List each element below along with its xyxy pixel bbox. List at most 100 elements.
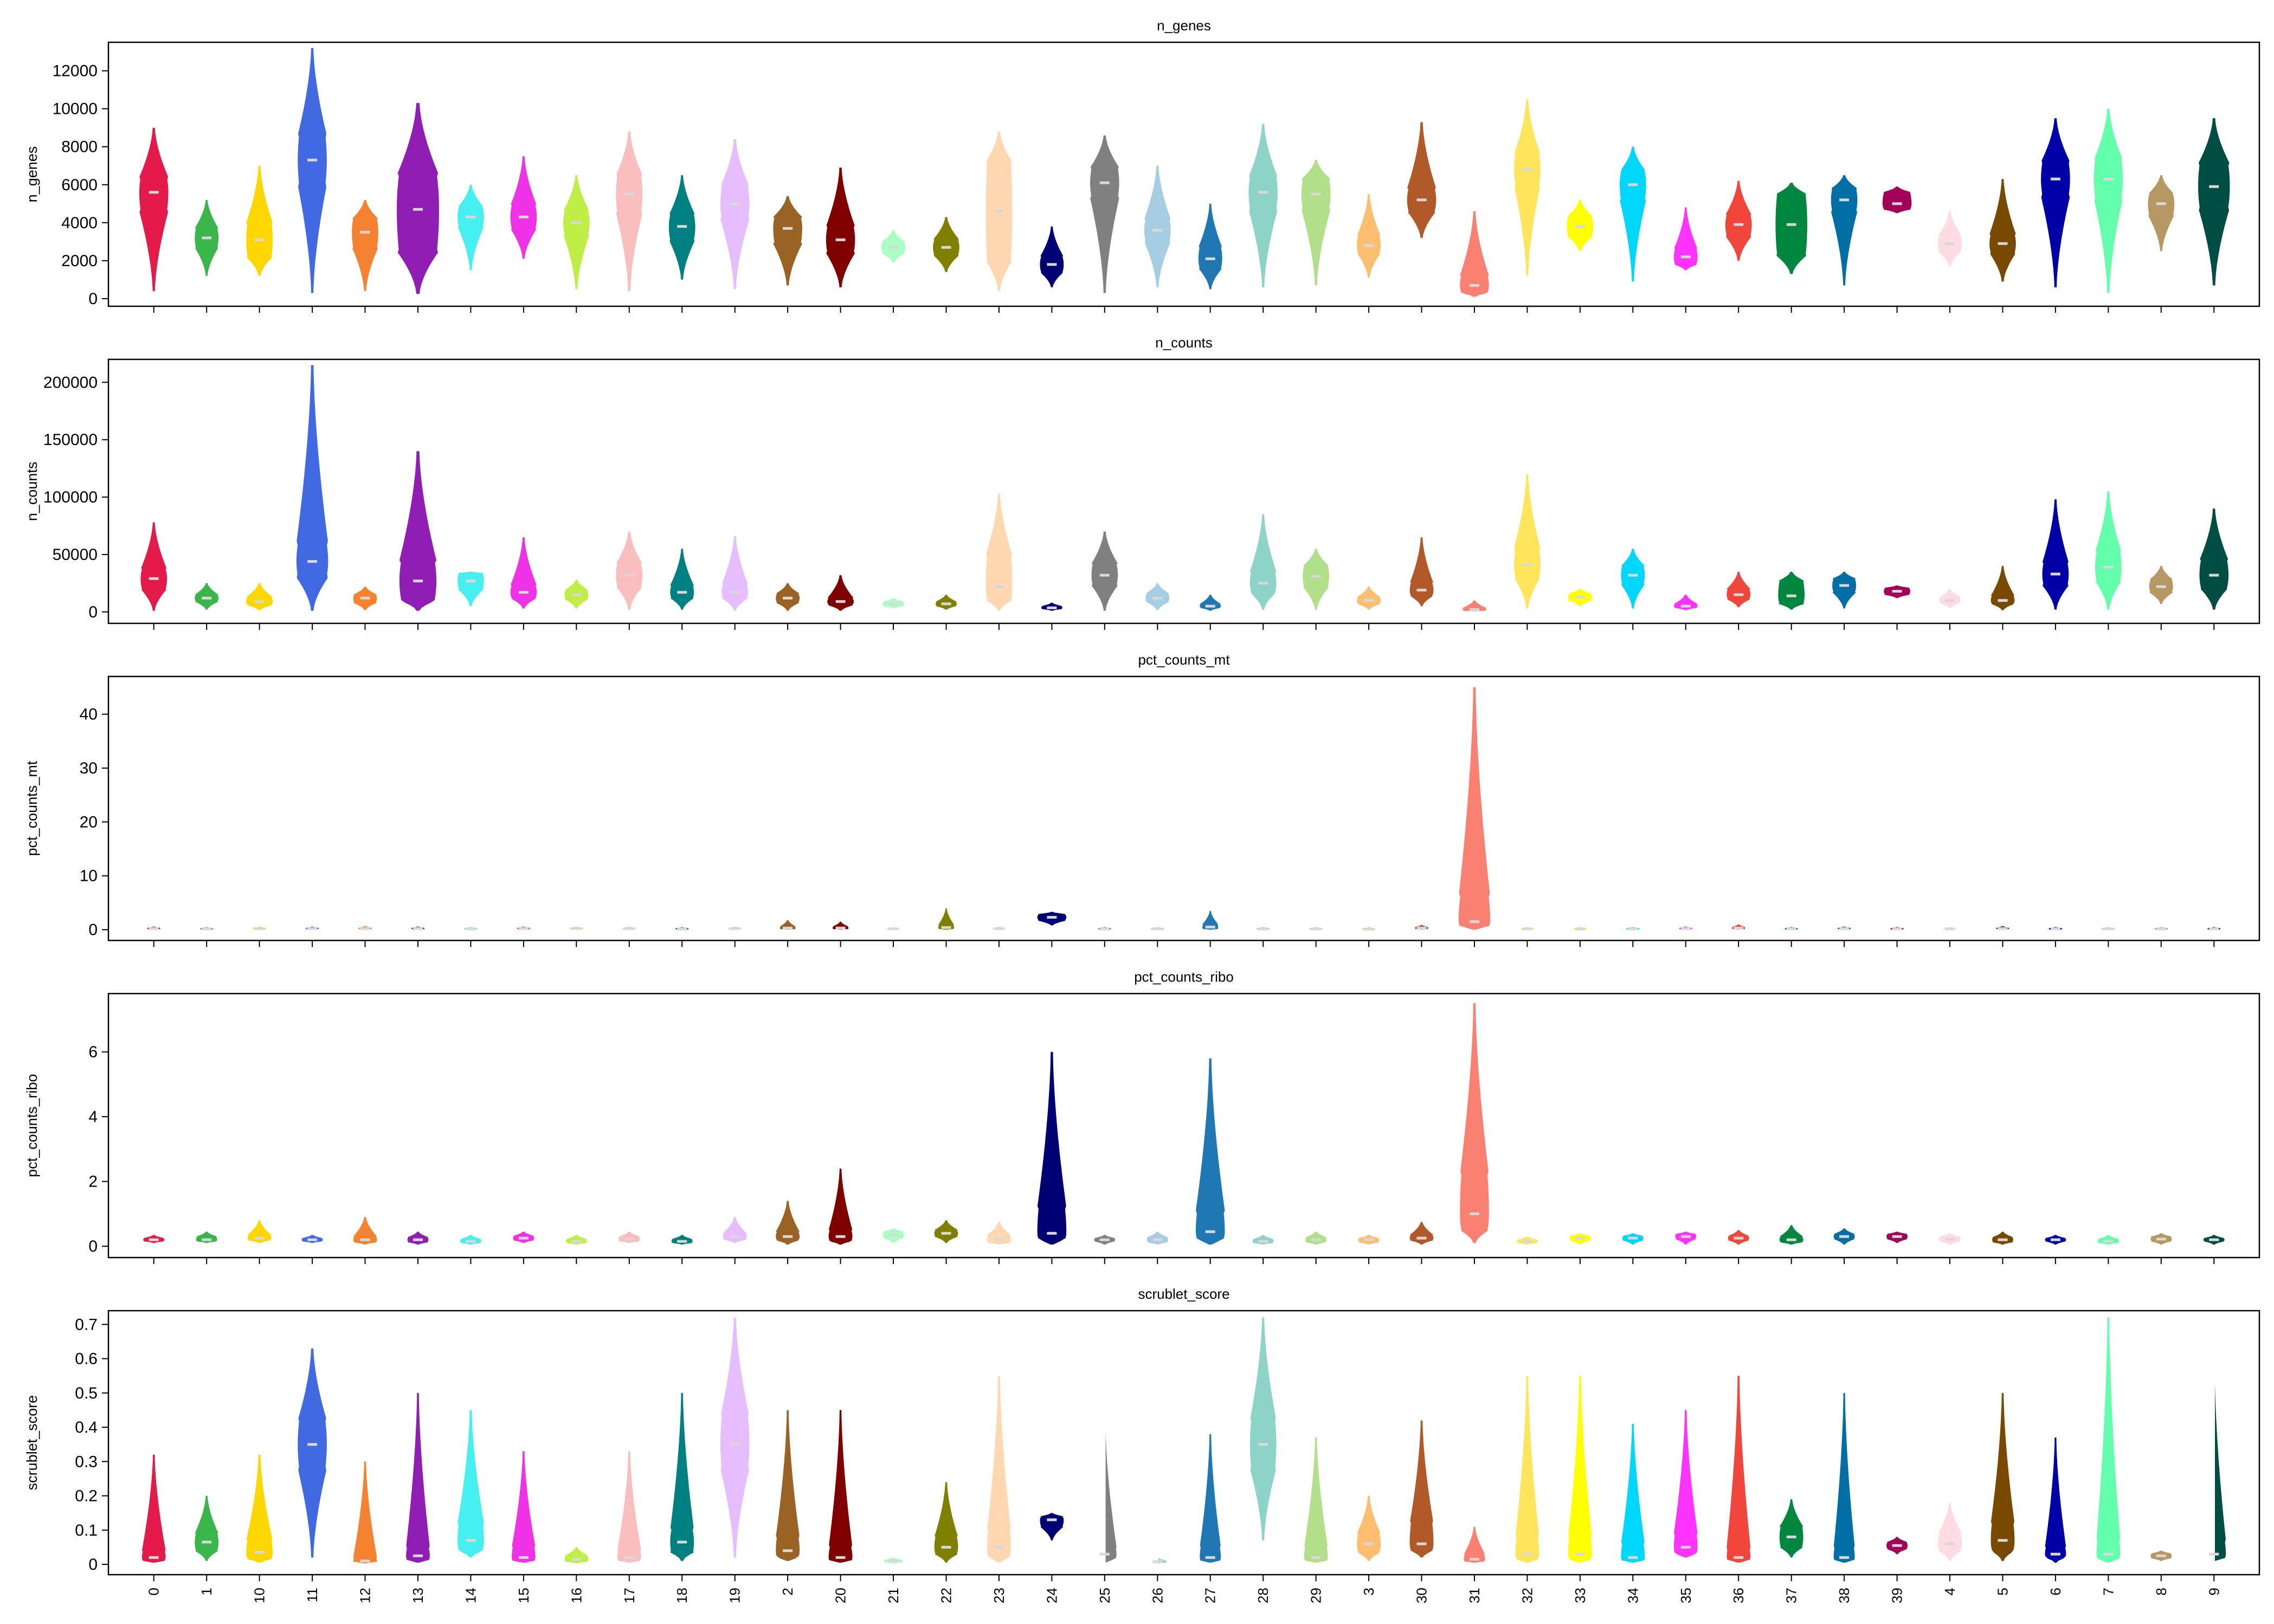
violin-28 [1248,124,1278,287]
x-tick-label: 25 [1097,1588,1113,1603]
violin-13 [399,451,437,611]
violin-30 [1407,122,1436,238]
x-tick-label: 1 [198,1588,215,1595]
violin-36 [1725,181,1752,261]
violin-22 [934,1220,958,1243]
violin-3 [1357,194,1381,278]
x-tick-label: 23 [991,1588,1007,1603]
violin-27 [1200,1434,1221,1563]
panel-n_genes: 0 2000 4000 6000 8000 10000 12000 n_genes n_gene… [24,17,2260,313]
y-tick-label: 10 [80,867,98,885]
violin-10 [246,583,273,610]
violin-12 [353,1217,377,1245]
violin-11 [296,365,328,611]
violin-19 [722,536,748,611]
y-tick-label: 4000 [61,214,98,232]
x-tick-label: 8 [2153,1588,2169,1595]
violin-24 [1037,1052,1067,1245]
x-tick-label: 20 [833,1588,849,1603]
x-tick-label: 22 [938,1588,955,1603]
violin-7 [2095,491,2122,610]
x-tick-label: 34 [1625,1588,1641,1603]
violin-35 [1675,1232,1697,1245]
panel-title: n_genes [1157,17,1211,34]
violin-0 [141,1454,166,1563]
violin-3 [1357,587,1381,610]
panel-pct_counts_ribo: 0 2 4 6 pct_counts_ribo pct_counts_ribo [24,969,2260,1264]
x-tick-label: 7 [2100,1588,2116,1595]
y-tick-label: 0 [88,921,98,939]
y-tick-label: 150000 [43,431,98,449]
y-tick-label: 100000 [43,488,98,506]
x-tick-label: 31 [1466,1588,1483,1603]
x-tick-label: 36 [1730,1588,1747,1603]
violin-16 [565,1235,587,1245]
violin-32 [1514,99,1541,276]
violin-26 [1145,583,1170,610]
x-tick-label: 6 [2047,1588,2064,1595]
violin-34 [1621,549,1645,609]
violin-28 [1249,514,1277,610]
panel-title: pct_counts_mt [1138,652,1230,668]
violin-36 [1727,1376,1751,1563]
panel-title: n_counts [1155,334,1213,351]
violin-33 [1568,1376,1592,1563]
y-tick-label: 0 [88,1238,98,1255]
violin-18 [670,549,694,610]
y-tick-label: 2000 [61,252,98,270]
violin-12 [353,1461,377,1564]
y-tick-label: 6000 [61,176,98,194]
violin-13 [406,1393,430,1563]
y-tick-label: 50000 [53,546,98,564]
x-tick-label: 3 [1361,1588,1377,1595]
violin-7 [2093,108,2123,293]
violin-39 [1882,186,1912,214]
violin-22 [936,595,957,610]
violin-27 [1198,203,1222,289]
x-tick-label: 4 [1942,1588,1958,1595]
violin-24 [1040,1513,1064,1541]
panel-pct_counts_mt: 0 10 20 30 40 pct_counts_mt pct_counts_mt [24,652,2260,947]
violin-37 [1775,183,1807,274]
violin-14 [458,1410,484,1558]
violin-7 [2097,1235,2119,1245]
x-tick-label: 13 [410,1588,426,1603]
violin-14 [458,571,484,607]
violin-8 [2148,175,2175,252]
violin-30 [1409,537,1434,607]
panel-title: pct_counts_ribo [1134,969,1234,985]
violin-5 [1990,566,2015,610]
violin-11 [298,48,327,293]
y-tick-label: 8000 [61,138,98,156]
x-tick-label: 33 [1572,1588,1588,1603]
x-tick-label: 21 [885,1588,901,1603]
violin-35 [1673,1410,1698,1558]
violin-31 [1463,600,1486,611]
plot-frame [107,1310,2260,1576]
violin-28 [1249,1317,1277,1541]
violin-15 [512,1451,536,1563]
violin-2 [776,1201,800,1245]
violin-22 [933,217,959,272]
violin-1 [195,583,219,610]
x-tick-label: 24 [1043,1588,1060,1603]
y-tick-label: 0.7 [75,1316,98,1333]
y-tick-label: 0.2 [75,1487,98,1505]
violin-2 [776,1410,800,1561]
violin-23 [985,493,1013,611]
y-tick-label: 30 [80,759,98,777]
violin-25 [1091,531,1118,611]
plot-frame [107,675,2260,942]
violin-23 [987,1376,1011,1563]
violin-38 [1831,175,1858,286]
violin-1 [195,1496,219,1561]
violin-37 [1778,571,1805,610]
violin-36 [1727,571,1751,608]
y-tick-label: 4 [88,1108,98,1126]
violin-31 [1458,687,1491,930]
violin-27 [1200,595,1221,611]
violin-24 [1040,226,1064,287]
violin-20 [828,1410,853,1563]
violin-19 [720,139,750,289]
